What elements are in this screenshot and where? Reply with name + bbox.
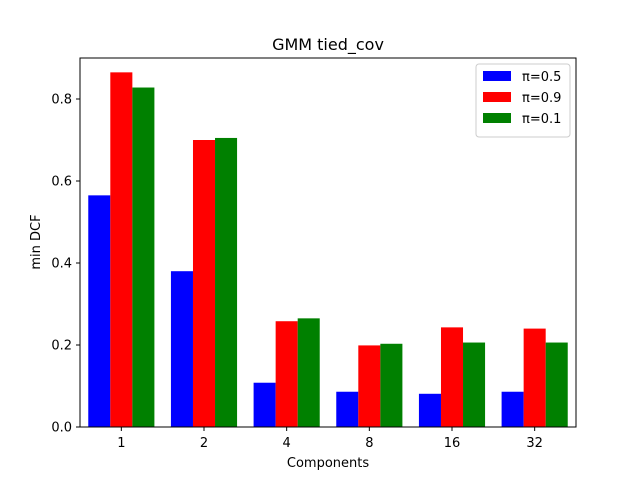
bar bbox=[253, 382, 276, 427]
y-tick-label: 0.8 bbox=[51, 93, 72, 108]
bar bbox=[418, 393, 441, 427]
x-tick-label: 4 bbox=[283, 436, 291, 451]
y-tick-label: 0.2 bbox=[51, 339, 72, 354]
y-axis: 0.0 0.2 0.4 0.6 0.8 bbox=[51, 93, 80, 436]
chart-title: GMM tied_cov bbox=[272, 35, 384, 55]
bar bbox=[215, 137, 238, 427]
y-axis-label: min DCF bbox=[29, 214, 44, 269]
legend-label: π=0.5 bbox=[522, 70, 561, 85]
bar bbox=[275, 321, 298, 427]
x-tick-label: 32 bbox=[526, 436, 543, 451]
bar bbox=[380, 343, 403, 427]
x-axis: 1 2 4 8 16 32 bbox=[117, 427, 543, 451]
x-tick-label: 1 bbox=[117, 436, 125, 451]
bar bbox=[523, 328, 546, 427]
x-tick-label: 8 bbox=[365, 436, 373, 451]
legend-swatch bbox=[483, 71, 511, 81]
bar bbox=[132, 87, 155, 428]
plot-frame bbox=[79, 57, 577, 428]
bar bbox=[88, 195, 111, 427]
y-tick-label: 0.0 bbox=[51, 421, 72, 436]
x-tick-label: 16 bbox=[444, 436, 461, 451]
bar bbox=[110, 72, 133, 427]
bars-layer bbox=[88, 72, 568, 428]
y-tick-label: 0.6 bbox=[51, 175, 72, 190]
bar bbox=[463, 342, 486, 427]
x-axis-label: Components bbox=[287, 456, 369, 471]
bar bbox=[336, 391, 359, 427]
bar bbox=[297, 318, 320, 427]
x-tick-label: 2 bbox=[200, 436, 208, 451]
legend-swatch bbox=[483, 92, 511, 102]
bar bbox=[192, 140, 216, 427]
bar bbox=[545, 342, 568, 427]
bar bbox=[440, 327, 464, 427]
bar bbox=[170, 271, 193, 427]
legend: π=0.5 π=0.9 π=0.1 bbox=[475, 63, 571, 138]
legend-label: π=0.9 bbox=[522, 91, 561, 106]
legend-swatch bbox=[483, 113, 511, 123]
legend-label: π=0.1 bbox=[522, 112, 561, 127]
bar bbox=[358, 345, 381, 427]
bar bbox=[501, 391, 524, 427]
y-tick-label: 0.4 bbox=[51, 257, 72, 272]
